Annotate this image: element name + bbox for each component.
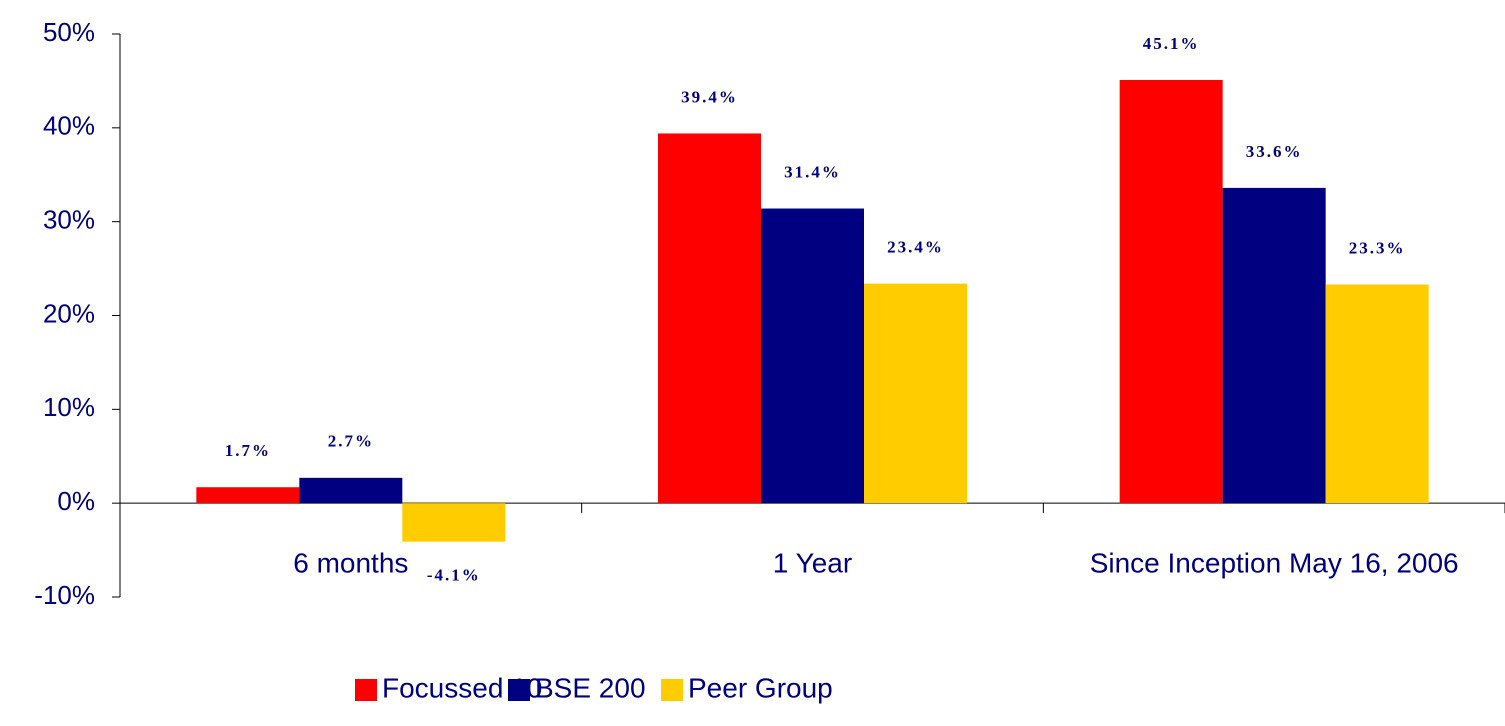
data-label: 23.4% bbox=[887, 238, 944, 257]
data-label: 45.1% bbox=[1143, 34, 1200, 53]
legend-swatch bbox=[355, 679, 377, 701]
y-tick-label: 20% bbox=[43, 298, 95, 328]
data-label: 31.4% bbox=[784, 162, 841, 181]
legend-label: BSE 200 bbox=[535, 672, 646, 703]
x-tick-label: 1 Year bbox=[773, 547, 852, 578]
y-tick-label: 50% bbox=[43, 17, 95, 47]
x-tick-label: 6 months bbox=[293, 547, 408, 578]
bar bbox=[761, 208, 864, 504]
y-tick-label: 0% bbox=[57, 486, 95, 516]
data-label: 1.7% bbox=[225, 441, 271, 460]
bar bbox=[658, 133, 761, 504]
data-label: 2.7% bbox=[328, 432, 374, 451]
data-label: 39.4% bbox=[681, 87, 738, 106]
bar bbox=[1119, 79, 1223, 504]
legend-swatch bbox=[661, 679, 683, 701]
data-label: -4.1% bbox=[427, 566, 481, 585]
data-label: 23.3% bbox=[1349, 238, 1406, 257]
y-tick-label: 10% bbox=[43, 392, 95, 422]
bar bbox=[299, 477, 403, 504]
y-tick-label: 30% bbox=[43, 205, 95, 235]
y-tick-label: -10% bbox=[34, 580, 95, 610]
bar bbox=[1325, 284, 1429, 504]
y-tick-label: 40% bbox=[43, 111, 95, 141]
data-label: 33.6% bbox=[1246, 142, 1303, 161]
legend-label: Peer Group bbox=[688, 672, 833, 703]
x-tick-label: Since Inception May 16, 2006 bbox=[1090, 547, 1459, 578]
bar bbox=[402, 503, 506, 542]
bar bbox=[864, 283, 967, 504]
bar bbox=[1222, 187, 1326, 504]
bar bbox=[196, 487, 300, 504]
legend-swatch bbox=[508, 679, 530, 701]
